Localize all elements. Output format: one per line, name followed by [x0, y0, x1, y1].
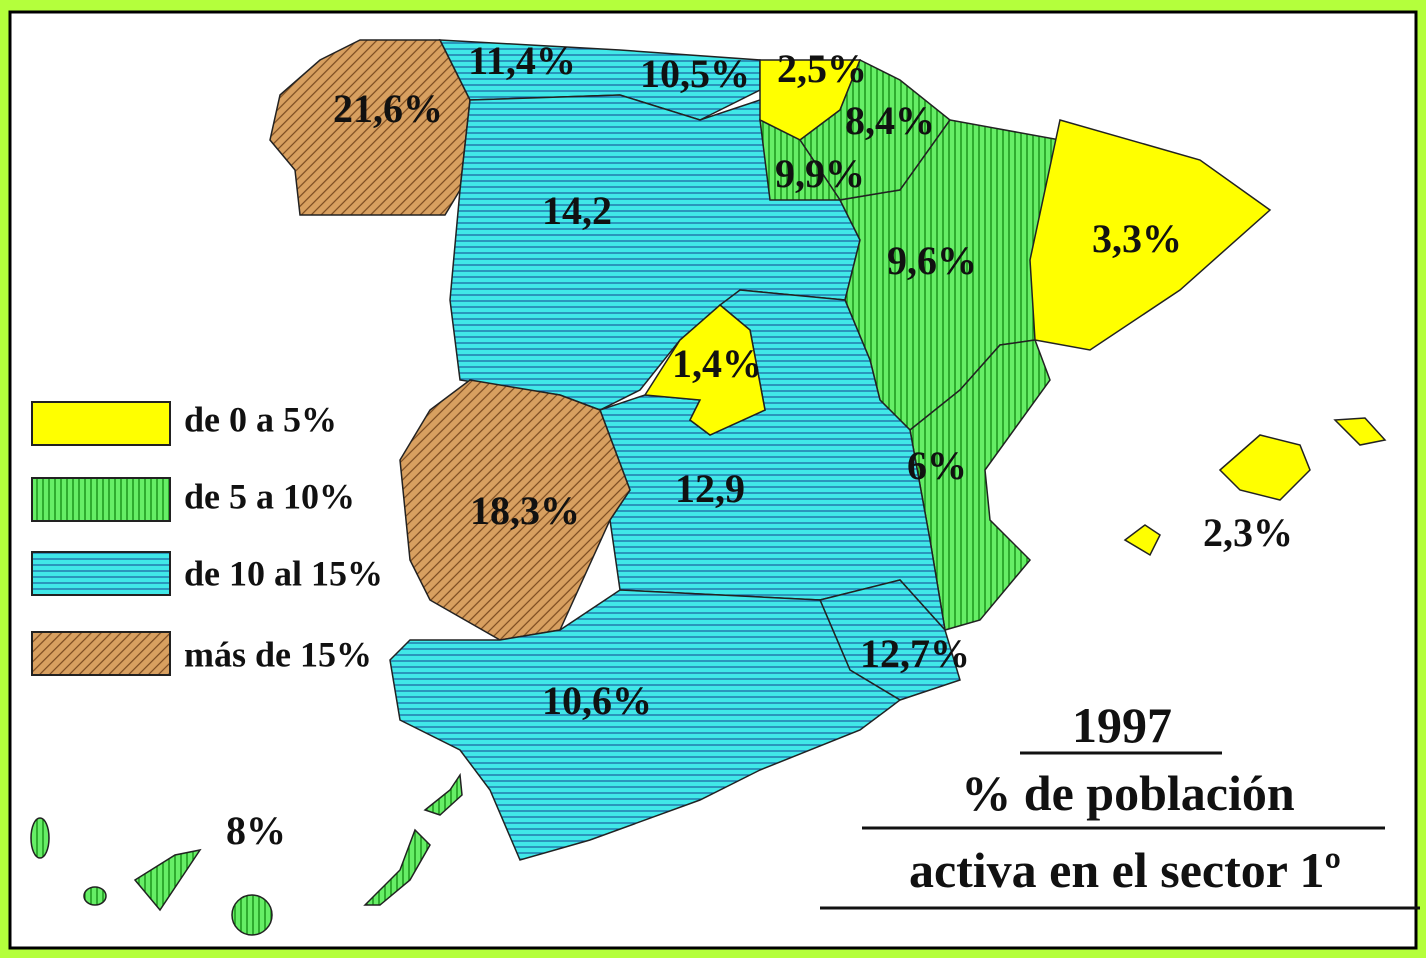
region-label: 21,6% [333, 86, 443, 131]
legend: de 0 a 5% de 5 a 10% de 10 al 15% más de… [31, 399, 383, 676]
region-label: 1,4% [672, 341, 762, 386]
legend-label: de 5 a 10% [184, 476, 355, 516]
region-label: 6% [907, 443, 967, 488]
region [759, 118, 842, 201]
region-label: 18,3% [470, 488, 580, 533]
title-year: 1997 [1072, 697, 1172, 753]
region-label: 9,9% [775, 151, 865, 196]
region [909, 339, 1051, 631]
region-label: 12,9 [675, 466, 745, 511]
region-label: 10,5% [640, 51, 750, 96]
island [133, 848, 202, 912]
legend-label: más de 15% [184, 634, 372, 674]
island [1333, 417, 1387, 446]
island [83, 886, 107, 906]
island [1123, 524, 1161, 557]
region-label: 2,3% [1203, 510, 1293, 555]
region-label: 8% [226, 808, 286, 853]
title-line: activa en el sector 1º [909, 842, 1341, 898]
region [389, 589, 902, 861]
region-label: 10,6% [542, 678, 652, 723]
regions [30, 39, 1387, 936]
region-label: 3,3% [1092, 216, 1182, 261]
legend-swatch [31, 477, 171, 522]
legend-swatch [31, 551, 171, 596]
region-label: 8,4% [845, 98, 935, 143]
island [231, 894, 273, 936]
region-label: 11,4% [468, 38, 576, 83]
island [1218, 434, 1311, 501]
island [423, 772, 463, 816]
region [1029, 119, 1272, 351]
region-labels: 21,6% 11,4% 10,5% 2,5% 8,4% 9,9% 14,2 9,… [226, 38, 1293, 853]
region-label: 14,2 [542, 188, 612, 233]
region-label: 9,6% [887, 238, 977, 283]
region-label: 12,7% [860, 631, 970, 676]
legend-swatch [31, 401, 171, 446]
title-block: 1997 % de población activa en el sector … [820, 697, 1420, 910]
legend-label: de 0 a 5% [184, 399, 337, 439]
title-line: % de población [961, 765, 1295, 821]
legend-label: de 10 al 15% [184, 553, 383, 593]
legend-swatch [31, 631, 171, 676]
island [363, 828, 431, 906]
region [643, 304, 766, 436]
region-label: 2,5% [777, 46, 867, 91]
island [30, 817, 50, 859]
